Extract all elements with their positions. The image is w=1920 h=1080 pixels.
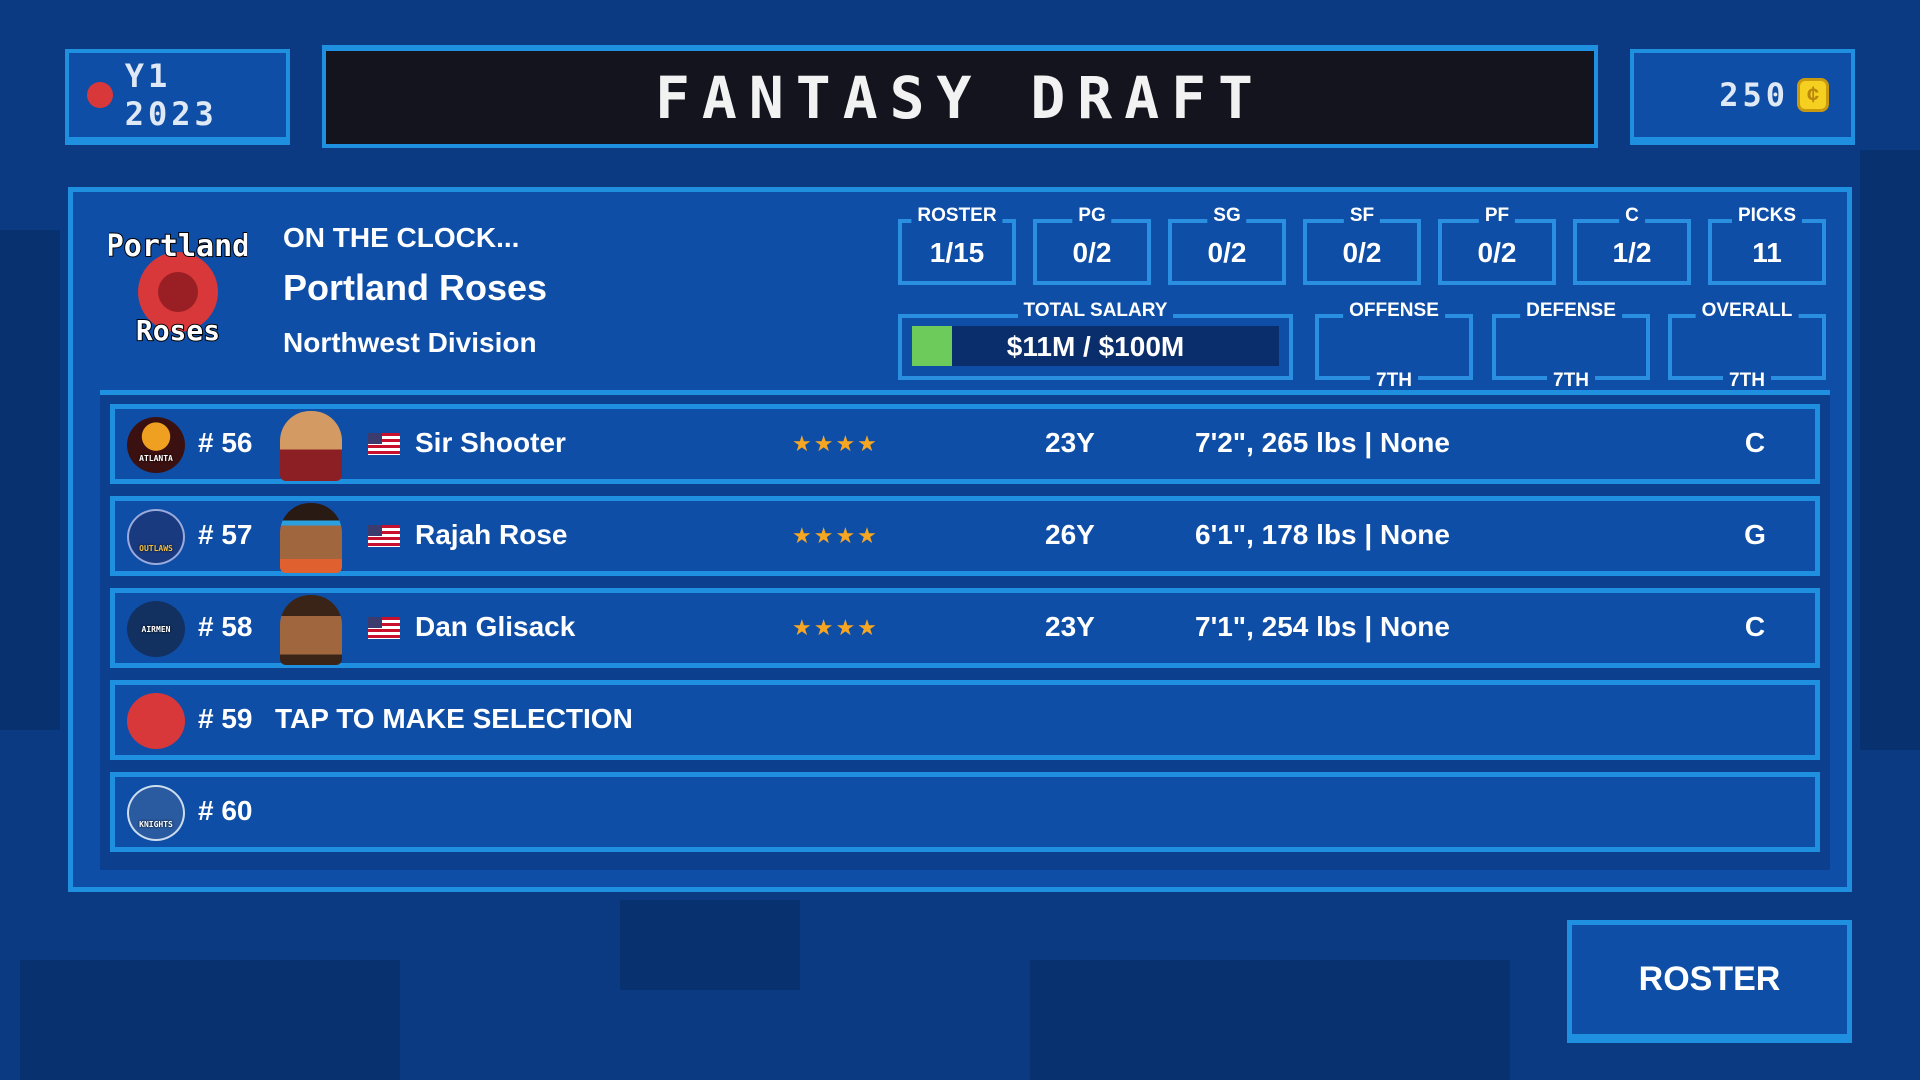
player-age: 26Y <box>1045 519 1095 550</box>
star-rating: ★★★★ <box>792 615 879 640</box>
tap-to-select-label[interactable]: TAP TO MAKE SELECTION <box>275 703 633 734</box>
airmen-team-logo: Airmen <box>127 601 185 657</box>
team-logo-text: Knights <box>139 820 173 829</box>
pick-number: # 57 <box>198 519 253 550</box>
player-avatar <box>280 503 342 573</box>
rank-value: 7TH <box>1370 370 1418 392</box>
stat-label: PF <box>1478 205 1516 227</box>
coin-balance: 250 ¢ <box>1630 49 1855 145</box>
team-logo-small-icon <box>87 82 113 108</box>
background-pattern <box>1860 150 1920 750</box>
player-avatar <box>280 411 342 481</box>
star-rating: ★★★★ <box>792 523 879 548</box>
player-name: Rajah Rose <box>415 519 568 550</box>
salary-label: TOTAL SALARY <box>1017 300 1174 322</box>
pick-row[interactable]: Outlaws # 57 Rajah Rose ★★★★ 26Y 6'1", 1… <box>110 496 1820 576</box>
pick-row[interactable]: Atlanta # 56 Sir Shooter ★★★★ 23Y 7'2", … <box>110 404 1820 484</box>
coin-icon: ¢ <box>1797 78 1829 112</box>
background-pattern <box>0 230 60 730</box>
rank-offense: OFFENSE 7TH <box>1315 300 1473 392</box>
stat-value: 1/15 <box>929 237 985 268</box>
player-name: Dan Glisack <box>415 611 576 642</box>
team-logo-text: Outlaws <box>139 544 173 553</box>
season-badge: Y1 2023 <box>65 49 290 145</box>
team-logo-text: Atlanta <box>139 454 173 463</box>
on-the-clock-label: ON THE CLOCK... <box>283 222 520 253</box>
rank-defense: DEFENSE 7TH <box>1492 300 1650 392</box>
stat-value: 0/2 <box>1207 237 1247 268</box>
season-label: Y1 2023 <box>124 57 218 133</box>
background-pattern <box>1030 960 1510 1080</box>
stat-pg: PG 0/2 <box>1033 205 1151 285</box>
stat-c: C 1/2 <box>1573 205 1691 285</box>
pick-number: # 60 <box>198 795 253 826</box>
player-details: 7'1", 254 lbs | None <box>1195 611 1450 642</box>
pick-number: # 58 <box>198 611 253 642</box>
stat-value: 11 <box>1752 237 1782 268</box>
pick-number: # 59 <box>198 703 253 734</box>
player-avatar <box>280 595 342 665</box>
rank-overall: OVERALL 7TH <box>1668 300 1826 392</box>
pick-row[interactable]: Knights # 60 <box>110 772 1820 852</box>
stat-label: SF <box>1343 205 1381 227</box>
page-title: FANTASY DRAFT <box>655 63 1265 132</box>
svg-text:Portland: Portland <box>109 229 247 264</box>
player-details: 6'1", 178 lbs | None <box>1195 519 1450 550</box>
player-position: G <box>1744 519 1766 550</box>
pick-row[interactable]: Airmen # 58 Dan Glisack ★★★★ 23Y 7'1", 2… <box>110 588 1820 668</box>
rank-value: 7TH <box>1547 370 1595 392</box>
team-logo-text: Airmen <box>141 624 171 634</box>
stat-roster: ROSTER 1/15 <box>898 205 1016 285</box>
player-position: C <box>1744 427 1766 458</box>
total-salary: TOTAL SALARY $11M / $100M <box>898 300 1293 380</box>
stat-picks: PICKS 11 <box>1708 205 1826 285</box>
stat-label: PG <box>1072 205 1112 227</box>
draft-panel: Portland Roses ON THE CLOCK... Portland … <box>68 187 1852 892</box>
us-flag-icon <box>368 525 400 547</box>
stat-sf: SF 0/2 <box>1303 205 1421 285</box>
stat-label: SG <box>1207 205 1247 227</box>
atlanta-team-logo: Atlanta <box>127 417 185 473</box>
coin-count: 250 <box>1719 76 1789 114</box>
title-bar: FANTASY DRAFT <box>322 45 1598 148</box>
team-name: Portland Roses <box>283 267 548 308</box>
pick-number: # 56 <box>198 427 253 458</box>
stat-label: ROSTER <box>911 205 1003 227</box>
player-details: 7'2", 265 lbs | None <box>1195 427 1450 458</box>
rank-label: DEFENSE <box>1520 300 1622 322</box>
knights-team-logo: Knights <box>127 785 185 841</box>
background-pattern <box>20 960 400 1080</box>
outlaws-team-logo: Outlaws <box>127 509 185 565</box>
rank-label: OVERALL <box>1695 300 1799 322</box>
star-rating: ★★★★ <box>792 431 879 456</box>
player-name: Sir Shooter <box>415 427 566 458</box>
salary-value: $11M / $100M <box>1006 331 1185 362</box>
stat-label: C <box>1619 205 1645 227</box>
stat-value: 0/2 <box>1477 237 1517 268</box>
portland-roses-team-logo <box>127 693 185 749</box>
draft-pick-list[interactable]: Atlanta # 56 Sir Shooter ★★★★ 23Y 7'2", … <box>100 390 1830 870</box>
us-flag-icon <box>368 433 400 455</box>
stat-pf: PF 0/2 <box>1438 205 1556 285</box>
stat-value: 0/2 <box>1342 237 1382 268</box>
us-flag-icon <box>368 617 400 639</box>
rank-label: OFFENSE <box>1343 300 1445 322</box>
stat-label: PICKS <box>1731 205 1803 227</box>
background-pattern <box>620 900 800 990</box>
stat-sg: SG 0/2 <box>1168 205 1286 285</box>
roster-button[interactable]: ROSTER <box>1567 920 1852 1043</box>
stat-value: 0/2 <box>1072 237 1112 268</box>
svg-text:Roses: Roses <box>136 314 220 347</box>
player-age: 23Y <box>1045 611 1095 642</box>
portland-roses-logo: Portland Roses <box>109 228 247 348</box>
team-division: Northwest Division <box>283 327 537 358</box>
salary-fill <box>912 326 953 366</box>
salary-bar: $11M / $100M <box>912 326 1279 366</box>
make-selection-row[interactable]: # 59 TAP TO MAKE SELECTION <box>110 680 1820 760</box>
player-position: C <box>1744 611 1766 642</box>
stat-value: 1/2 <box>1612 237 1652 268</box>
rank-value: 7TH <box>1723 370 1771 392</box>
player-age: 23Y <box>1045 427 1095 458</box>
